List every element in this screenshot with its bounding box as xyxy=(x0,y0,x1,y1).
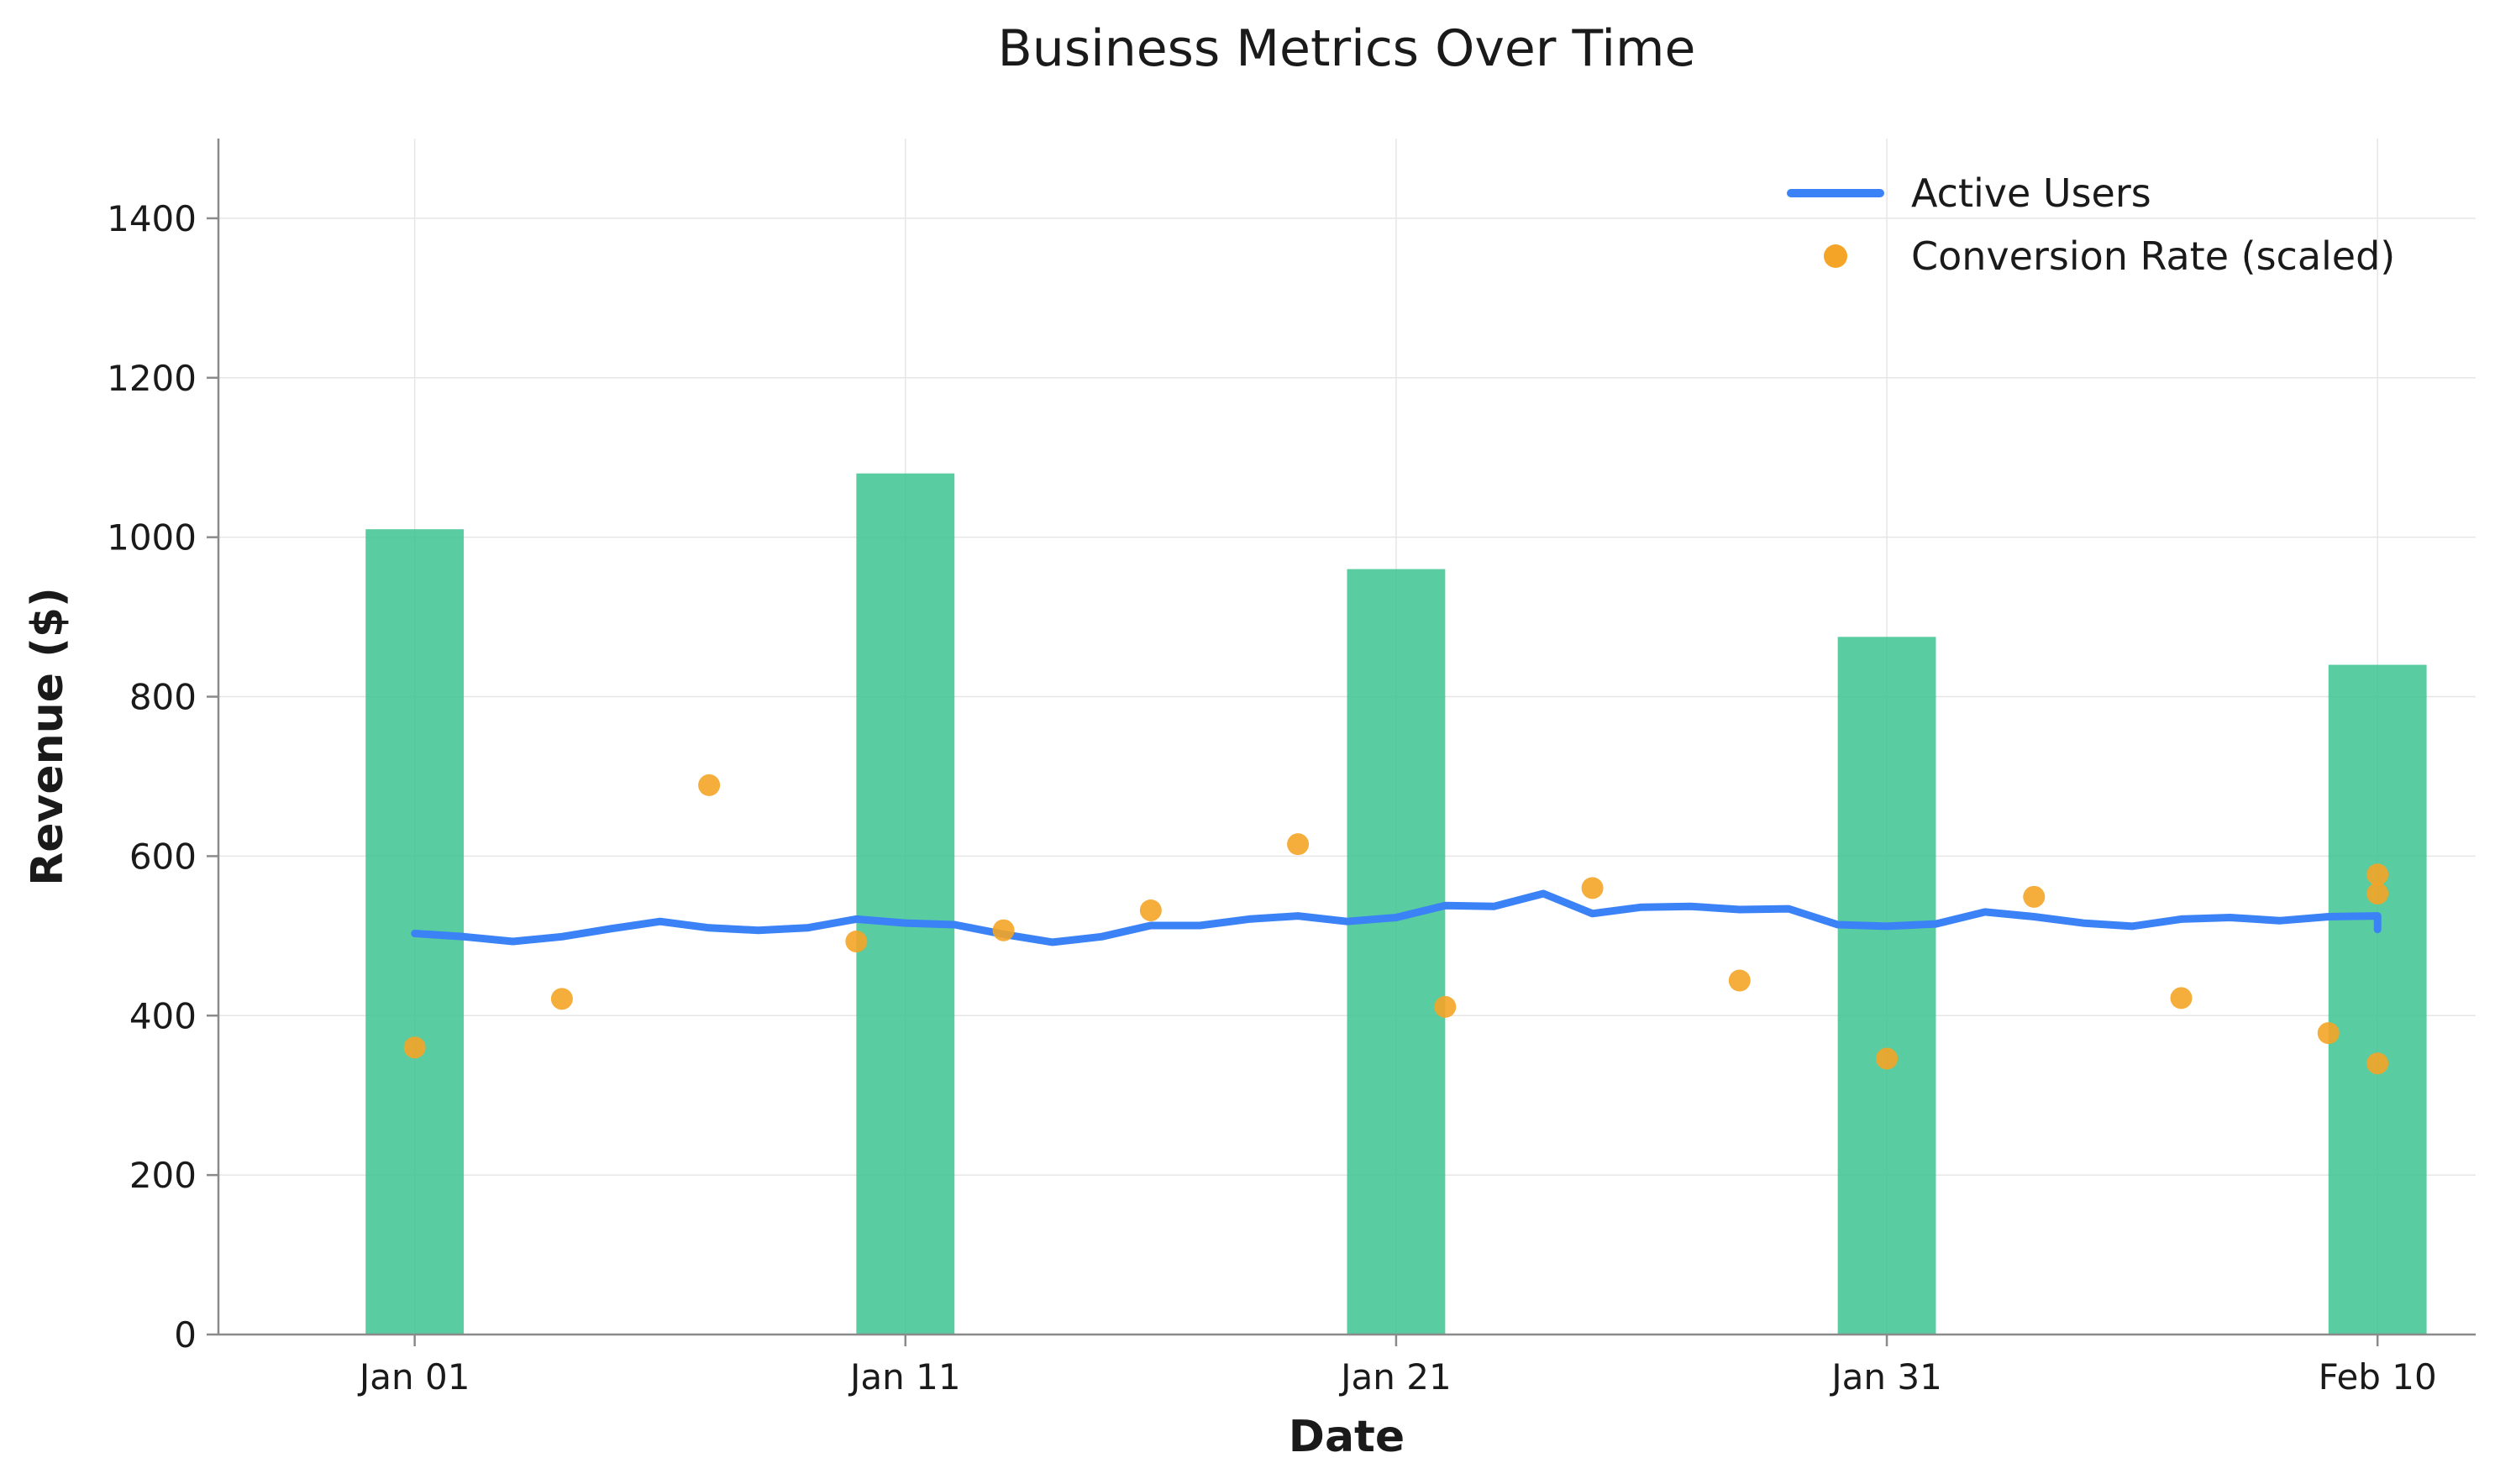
y-tick-label: 0 xyxy=(174,1314,197,1356)
scatter-series xyxy=(403,773,2389,1075)
x-tick-label: Feb 10 xyxy=(2319,1356,2437,1397)
legend-label-conversion-rate: Conversion Rate (scaled) xyxy=(1911,233,2395,279)
conversion-rate-point xyxy=(2366,1052,2389,1075)
revenue-bar xyxy=(2328,664,2427,1335)
y-tick-label: 1400 xyxy=(107,198,197,239)
axis-ticks: 0 200 400 600 800 1000 1200 1400 Jan 01 Jan 11 Jan… xyxy=(107,198,2437,1397)
chart-title: Business Metrics Over Time xyxy=(998,19,1696,78)
y-tick-label: 600 xyxy=(129,836,197,877)
conversion-rate-point xyxy=(550,988,573,1010)
conversion-rate-point xyxy=(403,1036,426,1059)
y-tick-label: 200 xyxy=(129,1155,197,1196)
conversion-rate-point xyxy=(992,919,1015,941)
conversion-rate-point xyxy=(845,930,868,952)
y-tick-label: 1000 xyxy=(107,517,197,558)
legend-label-active-users: Active Users xyxy=(1911,170,2151,216)
conversion-rate-point xyxy=(1139,899,1162,921)
x-tick-label: Jan 21 xyxy=(1338,1356,1452,1397)
conversion-rate-point xyxy=(2023,885,2046,908)
y-tick-label: 800 xyxy=(129,677,197,718)
active-users-line xyxy=(411,889,2382,947)
legend: Active Users Conversion Rate (scaled) xyxy=(1787,170,2395,279)
y-tick-label: 400 xyxy=(129,995,197,1036)
conversion-rate-point xyxy=(1287,833,1310,856)
x-axis-label: Date xyxy=(1289,1412,1405,1462)
revenue-bar xyxy=(1837,637,1936,1335)
line-series xyxy=(411,889,2382,947)
x-tick-label: Jan 01 xyxy=(357,1356,470,1397)
conversion-rate-point xyxy=(2366,883,2389,905)
x-tick-label: Jan 11 xyxy=(848,1356,961,1397)
bar-series xyxy=(365,473,2427,1335)
legend-scatter-swatch xyxy=(1824,244,1847,268)
x-tick-label: Jan 31 xyxy=(1829,1356,1942,1397)
conversion-rate-point xyxy=(698,773,721,796)
conversion-rate-point xyxy=(2317,1022,2340,1045)
conversion-rate-point xyxy=(2366,863,2389,886)
conversion-rate-point xyxy=(1728,969,1751,992)
revenue-bar xyxy=(856,473,955,1335)
conversion-rate-point xyxy=(1581,877,1604,899)
y-axis-label: Revenue ($) xyxy=(23,587,73,886)
conversion-rate-point xyxy=(1876,1047,1899,1070)
y-tick-label: 1200 xyxy=(107,358,197,399)
revenue-bar xyxy=(1347,569,1446,1335)
conversion-rate-point xyxy=(2170,987,2193,1009)
conversion-rate-point xyxy=(1434,995,1457,1018)
